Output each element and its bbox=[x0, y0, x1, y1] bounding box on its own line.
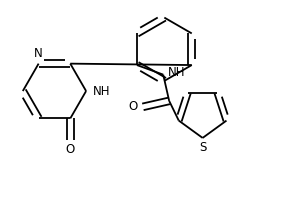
Text: NH: NH bbox=[168, 66, 185, 79]
Text: O: O bbox=[129, 100, 138, 113]
Text: N: N bbox=[34, 47, 43, 60]
Text: S: S bbox=[199, 141, 206, 154]
Text: O: O bbox=[66, 143, 75, 156]
Text: NH: NH bbox=[93, 85, 111, 98]
